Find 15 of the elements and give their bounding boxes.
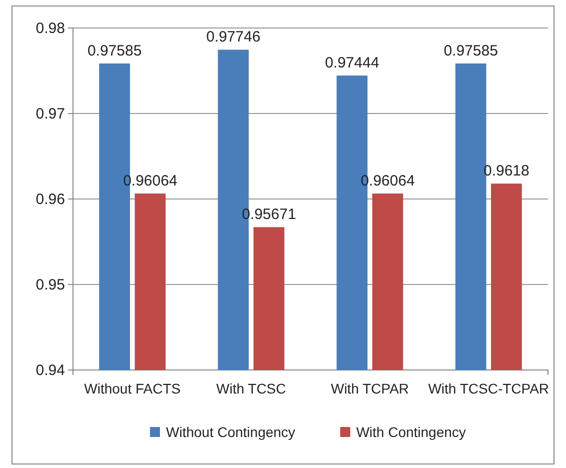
data-label: 0.97585 (444, 42, 498, 60)
y-tick-label: 0.94 (36, 362, 65, 379)
data-label: 0.97585 (87, 42, 142, 60)
y-tick-label: 0.98 (36, 20, 65, 37)
x-tick-label: With TCPAR (330, 380, 409, 396)
x-tick-label: Without FACTS (84, 380, 181, 396)
y-tick-label: 0.96 (36, 190, 65, 208)
legend-label: With Contingency (356, 424, 466, 440)
x-tick-label: With TCSC-TCPAR (428, 380, 550, 396)
data-label: 0.97444 (324, 54, 380, 72)
legend-label: Without Contingency (166, 424, 296, 440)
y-tick-label: 0.95 (36, 276, 65, 294)
data-label: 0.97746 (206, 28, 260, 46)
x-tick-label: With TCSC (216, 380, 286, 396)
y-tick-label: 0.97 (36, 105, 65, 122)
